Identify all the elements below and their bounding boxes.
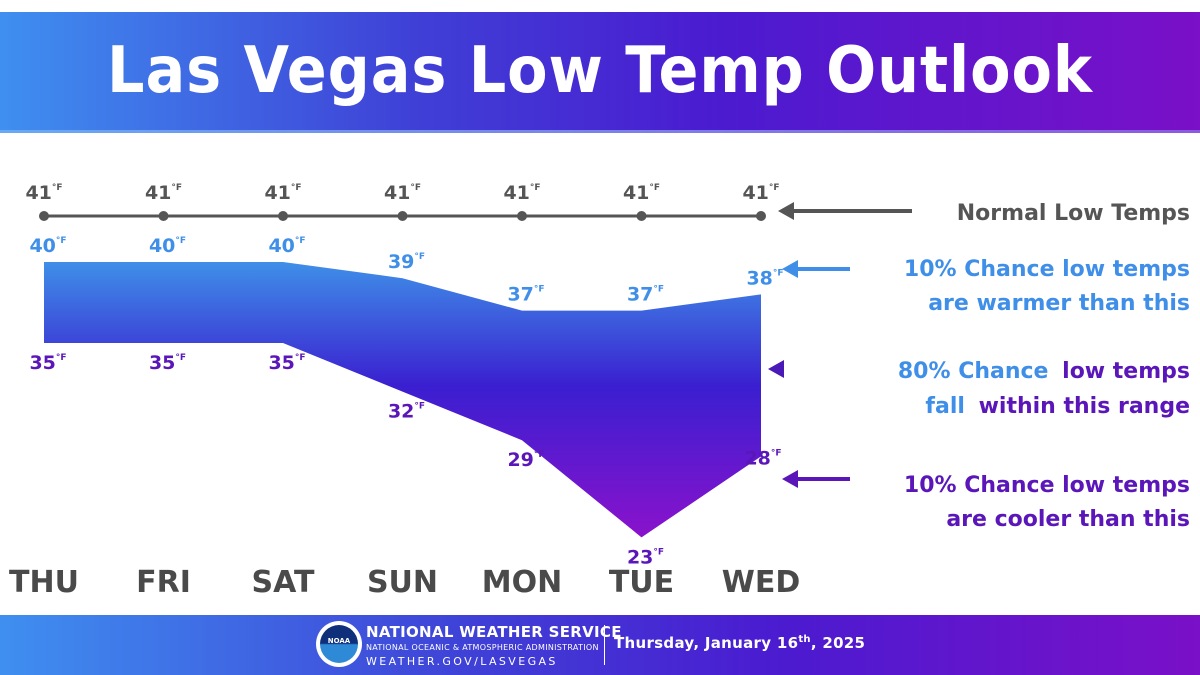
cool-label-line1: 10% Chance low temps	[904, 473, 1190, 498]
warm-label-tue-unit: °F	[653, 285, 664, 295]
normal-label-sun: 41°F	[384, 182, 421, 204]
title-underline	[0, 130, 1200, 133]
cool-label-fri: 35°F	[149, 352, 186, 374]
cool-arrow	[782, 470, 850, 488]
normal-label: Normal Low Temps	[957, 201, 1190, 226]
footer-bar: NOAA NATIONAL WEATHER SERVICE NATIONAL O…	[0, 615, 1200, 675]
warm-label-thu-unit: °F	[56, 236, 67, 246]
normal-label-thu: 41°F	[25, 182, 62, 204]
day-label-mon: MON	[482, 565, 562, 600]
warm-label-wed: 38°F	[746, 267, 783, 289]
normal-low-point-tue	[636, 211, 647, 221]
day-label-wed: WED	[722, 565, 801, 600]
normal-low-point-thu	[39, 211, 49, 221]
normal-label-fri: 41°F	[145, 182, 182, 204]
normal-low-point-sat	[278, 211, 288, 221]
normal-label-wed: 41°F	[742, 182, 779, 204]
cool-label-sun-unit: °F	[414, 402, 425, 412]
range-label-part3: fall	[925, 394, 965, 419]
day-label-sun: SUN	[367, 565, 438, 600]
warm-label-sat: 40°F	[268, 235, 305, 257]
cool-label-wed-unit: °F	[771, 448, 782, 458]
normal-label-sat-unit: °F	[291, 183, 302, 193]
normal-arrow	[778, 202, 912, 220]
normal-low-point-mon	[517, 211, 527, 221]
issue-date-main: Thursday, January 16	[614, 634, 799, 652]
normal-label-sun-unit: °F	[410, 183, 421, 193]
normal-label-sat: 41°F	[264, 182, 301, 204]
cool-label-mon: 29°F	[507, 449, 544, 471]
warm-label-mon: 37°F	[507, 284, 544, 306]
title-banner: Las Vegas Low Temp Outlook	[0, 12, 1200, 130]
noaa-logo-icon: NOAA	[316, 621, 362, 667]
noaa-logo-text: NOAA	[327, 637, 351, 645]
warm-label-sun-unit: °F	[414, 252, 425, 262]
cool-label-sat-unit: °F	[295, 353, 306, 363]
cool-label-thu-unit: °F	[56, 353, 67, 363]
warm-label-wed-unit: °F	[773, 268, 784, 278]
warm-label-tue: 37°F	[627, 284, 664, 306]
issue-date-suffix-sup: th	[798, 634, 811, 645]
warm-label-fri: 40°F	[149, 235, 186, 257]
day-label-fri: FRI	[136, 565, 191, 600]
cool-label-wed: 28°F	[744, 447, 781, 469]
issue-date-year: , 2025	[810, 634, 866, 652]
normal-label-mon-unit: °F	[530, 183, 541, 193]
warm-arrow	[782, 260, 850, 278]
temperature-outlook-chart: 41°F 41°F 41°F 41°F 41°F 41°F 41°F 40°F 40°F 40°F…	[9, 182, 1190, 600]
warm-label-sun: 39°F	[388, 251, 425, 273]
issue-date: Thursday, January 16th, 2025	[614, 634, 865, 652]
warm-label-line1: 10% Chance low temps	[904, 257, 1190, 282]
range-band-area	[44, 262, 761, 538]
normal-label-wed-unit: °F	[769, 183, 780, 193]
agency-name: NATIONAL WEATHER SERVICE	[366, 623, 622, 641]
parent-agency: NATIONAL OCEANIC & ATMOSPHERIC ADMINISTR…	[366, 643, 599, 652]
cool-label-sat: 35°F	[268, 352, 305, 374]
normal-label-thu-unit: °F	[52, 183, 63, 193]
website-url[interactable]: WEATHER.GOV/LASVEGAS	[366, 655, 558, 668]
day-label-thu: THU	[9, 565, 79, 600]
footer-divider	[604, 625, 605, 665]
cool-label-tue-unit: °F	[653, 547, 664, 557]
cool-label-sun: 32°F	[388, 401, 425, 423]
cool-label-fri-unit: °F	[175, 353, 186, 363]
cool-label-thu: 35°F	[29, 352, 66, 374]
page-title: Las Vegas Low Temp Outlook	[107, 34, 1093, 108]
normal-low-point-fri	[158, 211, 169, 221]
range-label-line1: 80% Chance low temps	[898, 359, 1190, 384]
range-label-line2: fall within this range	[925, 394, 1190, 419]
warm-label-fri-unit: °F	[175, 236, 186, 246]
range-label-part4: within this range	[979, 394, 1190, 419]
normal-low-point-wed	[756, 211, 766, 221]
normal-label-tue: 41°F	[623, 182, 660, 204]
range-label-part2: low temps	[1062, 359, 1190, 384]
normal-label-mon: 41°F	[503, 182, 540, 204]
normal-label-fri-unit: °F	[171, 183, 182, 193]
range-label-part1: 80% Chance	[898, 359, 1049, 384]
normal-label-tue-unit: °F	[649, 183, 660, 193]
day-label-tue: TUE	[609, 565, 674, 600]
normal-low-point-sun	[397, 211, 408, 221]
warm-label-mon-unit: °F	[534, 285, 545, 295]
range-arrow	[768, 360, 850, 378]
warm-label-thu: 40°F	[29, 235, 66, 257]
day-label-sat: SAT	[252, 565, 315, 600]
warm-label-sat-unit: °F	[295, 236, 306, 246]
cool-label-mon-unit: °F	[534, 450, 545, 460]
cool-label-line2: are cooler than this	[946, 507, 1190, 532]
warm-label-line2: are warmer than this	[928, 291, 1190, 316]
